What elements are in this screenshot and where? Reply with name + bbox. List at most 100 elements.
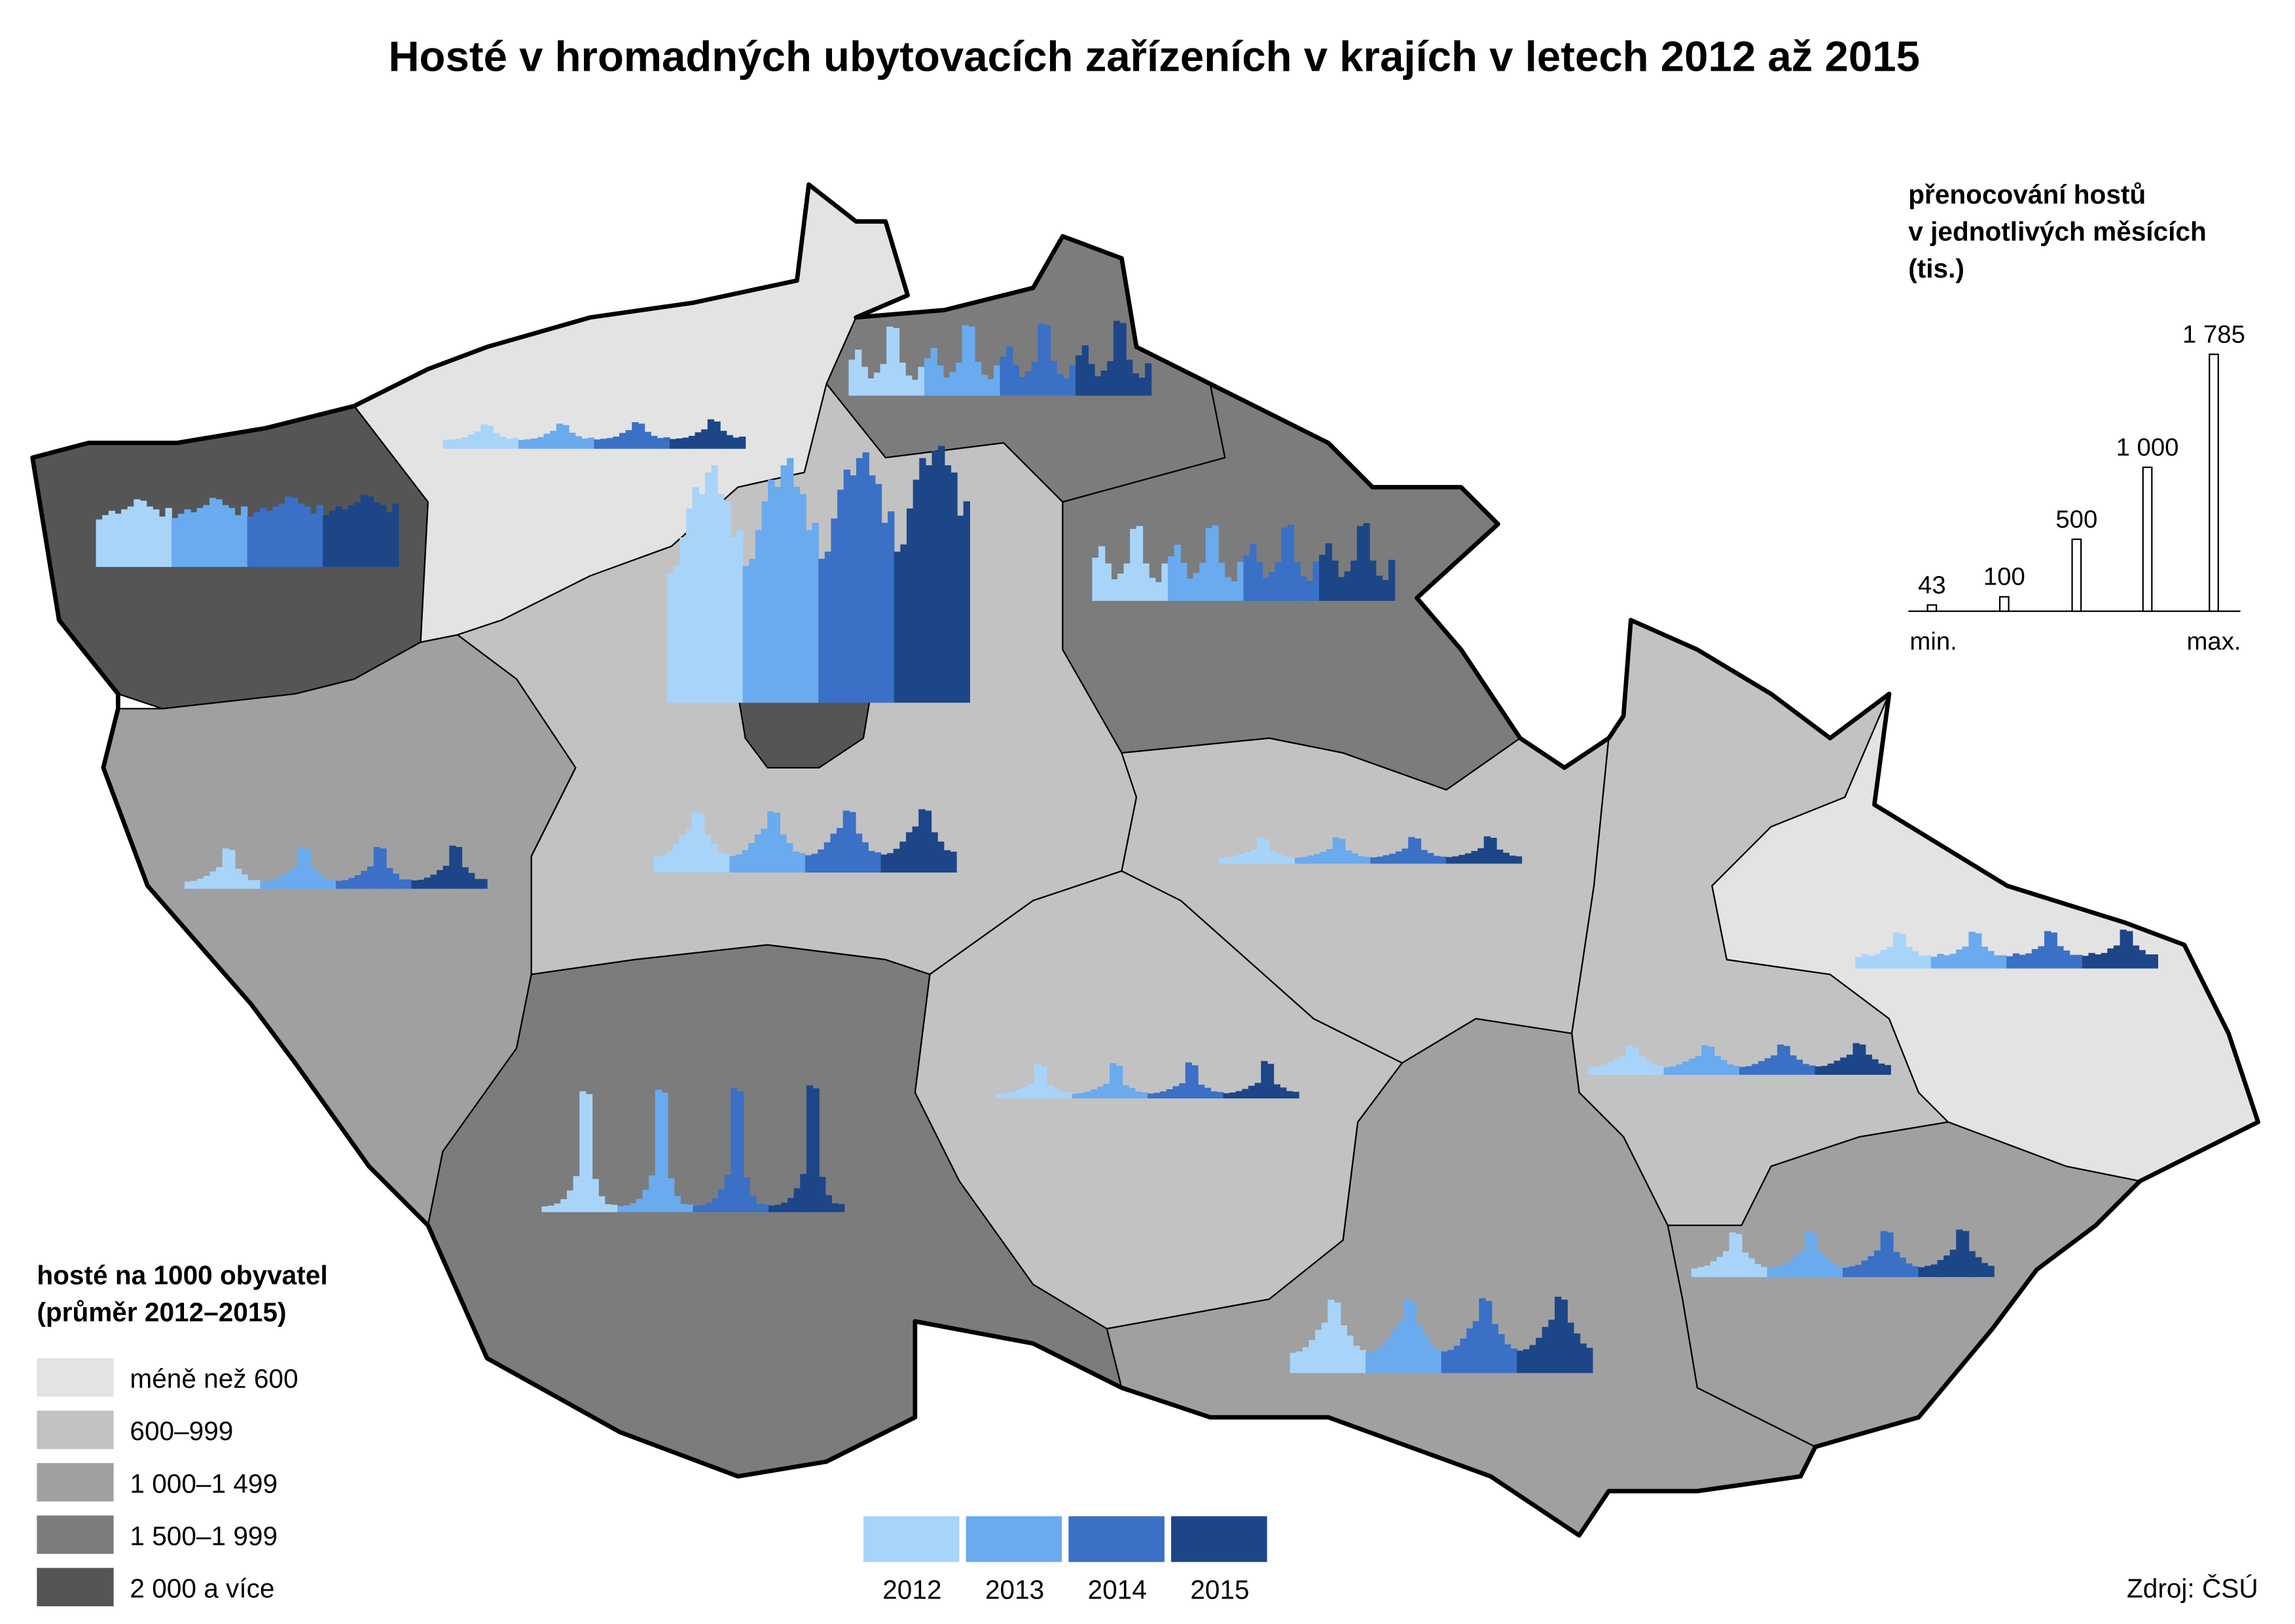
bar (1339, 839, 1346, 864)
bar (1078, 1092, 1085, 1099)
bar (793, 1188, 801, 1212)
bar (405, 879, 412, 889)
bar (1384, 1339, 1392, 1373)
bar (1369, 560, 1377, 601)
bar (1975, 933, 1982, 969)
bar (943, 377, 950, 396)
bar (1287, 524, 1295, 601)
bar (1072, 1094, 1079, 1099)
bar (1726, 1064, 1734, 1075)
bar (1312, 561, 1320, 601)
bar (461, 867, 469, 889)
bar (1600, 1064, 1608, 1075)
bar (723, 501, 731, 703)
bar (1993, 955, 2001, 969)
bar (1205, 528, 1213, 601)
bar (804, 855, 812, 873)
bar (172, 518, 179, 568)
bar (1861, 954, 1869, 969)
bar (1701, 1045, 1708, 1075)
bar (823, 842, 831, 873)
bar (875, 484, 882, 703)
bar (905, 832, 913, 873)
bar (1758, 1061, 1765, 1075)
bar (1219, 857, 1226, 864)
bar (197, 878, 204, 889)
bar (1827, 1063, 1835, 1075)
bar (1034, 1064, 1041, 1099)
bar (787, 458, 794, 703)
bar (1119, 323, 1127, 396)
bar (228, 507, 236, 568)
bar (692, 486, 699, 703)
bar (975, 361, 982, 396)
bar (924, 358, 931, 396)
bar (668, 1178, 675, 1212)
bar (698, 813, 705, 873)
bar (1134, 1091, 1142, 1099)
bar (1113, 321, 1121, 396)
bar (1802, 1064, 1809, 1075)
bar (1830, 1263, 1837, 1277)
bar (726, 435, 734, 449)
bar (335, 880, 343, 889)
year-label: 2013 (985, 1575, 1044, 1605)
bar (1548, 1320, 1555, 1373)
bar (787, 1198, 795, 1212)
bar (1815, 1066, 1822, 1075)
bar (1294, 857, 1302, 864)
bar (1452, 856, 1459, 864)
bar (165, 507, 172, 568)
bar (1262, 577, 1269, 601)
bar (2095, 954, 2102, 969)
bar (1956, 949, 1963, 969)
bar (1371, 1350, 1379, 1373)
bar (1242, 1089, 1249, 1099)
bar (1925, 955, 1932, 969)
bar (560, 1199, 568, 1212)
bar (1161, 563, 1168, 601)
bar (1509, 856, 1516, 864)
bar (1594, 1066, 1601, 1075)
bar (1670, 1066, 1677, 1075)
bar (1695, 1055, 1703, 1075)
bar (1107, 361, 1114, 396)
bar (127, 506, 135, 568)
bar (2006, 956, 2014, 969)
bar (842, 810, 850, 873)
bar (825, 1195, 833, 1212)
bar (228, 850, 236, 889)
bar (682, 437, 689, 449)
bar (272, 506, 280, 568)
bar (1704, 1265, 1711, 1277)
bar (1000, 357, 1007, 396)
bar (1613, 1058, 1620, 1075)
bar (749, 558, 756, 703)
bar (1707, 1047, 1715, 1075)
bar (1868, 1256, 1875, 1277)
bar (1625, 1045, 1633, 1075)
bar (644, 431, 651, 449)
bar (1471, 851, 1478, 864)
bar (1987, 950, 1995, 969)
bar (253, 512, 261, 568)
bar (360, 495, 368, 568)
bar (869, 475, 876, 703)
bar (1212, 525, 1219, 601)
bar (1949, 954, 1957, 969)
bar (729, 856, 736, 873)
bar (1975, 1257, 1982, 1277)
bar (1115, 1066, 1123, 1099)
bar (1237, 562, 1244, 601)
bar (1185, 1062, 1193, 1099)
bar (1263, 839, 1271, 864)
bar (674, 1196, 681, 1212)
legend-title: (průměr 2012–2015) (37, 1297, 286, 1327)
bar (575, 436, 582, 449)
year-swatch (1068, 1516, 1165, 1562)
bar (1427, 853, 1434, 864)
bar (714, 421, 721, 449)
bar (685, 508, 693, 703)
bar (617, 1206, 624, 1212)
bar (1529, 1344, 1536, 1373)
